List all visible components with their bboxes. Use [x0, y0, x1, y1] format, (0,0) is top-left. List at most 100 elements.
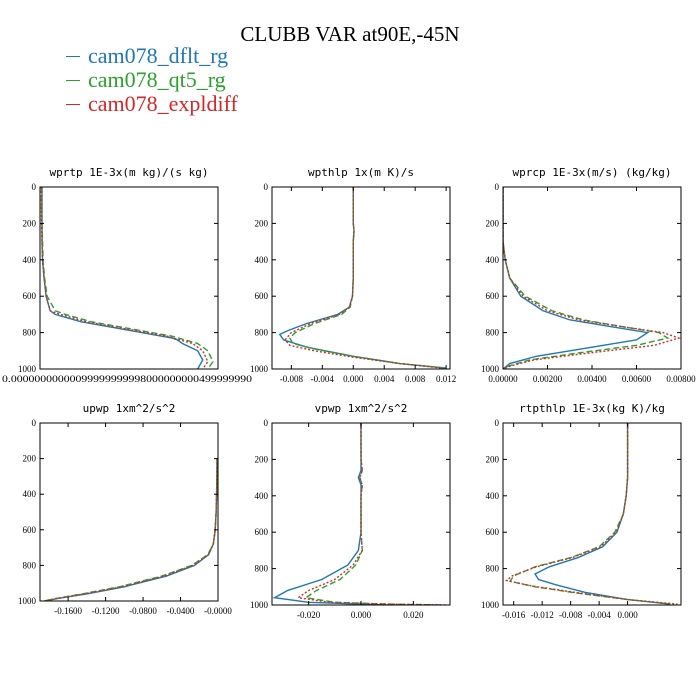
plot-frame-0: [39, 186, 219, 370]
y-tick-label-0-4: 800: [23, 328, 37, 338]
x-tick-label-2-0: 0.00000: [488, 374, 518, 384]
y-tick-label-0-3: 600: [23, 291, 37, 301]
x-tick-label-5-3: -0.004: [587, 610, 611, 620]
legend-swatch-qt5: [66, 79, 80, 81]
chart-panel-2: wprcp 1E-3x(m/s) (kg/kg) 0 200 400 600 800 100…: [481, 166, 696, 384]
x-tick-label-3-0: -0.1600: [54, 606, 82, 616]
x-tick-label-1-3: 0.004: [374, 374, 395, 384]
series-line-4-2: [296, 423, 448, 605]
x-tick-label-3-1: -0.1200: [92, 606, 120, 616]
x-tick-label-5-0: -0.016: [502, 610, 526, 620]
x-tick-label-1-5: 0.012: [436, 374, 456, 384]
y-tick-label-1-0: 0: [264, 182, 269, 192]
y-tick-label-4-0: 0: [264, 418, 269, 428]
y-tick-label-5-4: 800: [486, 564, 500, 574]
chart-panel-3: upwp 1xm^2/s^2 0 200 400 600 800 1000 -0.1600 -0…: [18, 402, 232, 616]
panel-title-2: wprcp 1E-3x(m/s) (kg/kg): [513, 166, 672, 179]
y-tick-label-0-5: 1000: [18, 364, 37, 374]
plot-frame-5: [502, 422, 682, 606]
x-tick-label-4-2: 0.020: [403, 610, 424, 620]
y-tick-label-2-0: 0: [495, 182, 500, 192]
x-tick-label-4-1: 0.000: [351, 610, 372, 620]
x-tick-label-5-2: -0.008: [559, 610, 583, 620]
series-line-2-0: [503, 187, 650, 369]
legend-item-qt5: cam078_qt5_rg: [66, 67, 238, 92]
y-tick-label-2-5: 1000: [481, 364, 500, 374]
y-tick-label-1-4: 800: [255, 328, 269, 338]
x-tick-label-2-4: 0.00800: [666, 374, 696, 384]
legend-item-dflt: cam078_dflt_rg: [66, 43, 238, 68]
series-line-0-0: [41, 187, 204, 369]
legend-swatch-dflt: [66, 55, 80, 57]
series-line-2-2: [503, 187, 681, 369]
chart-panel-4: vpwp 1xm^2/s^2 0 200 400 600 800 1000 -0.020 0.0…: [250, 402, 451, 620]
x-tick-label-2-2: 0.00400: [577, 374, 607, 384]
legend-label-dflt: cam078_dflt_rg: [88, 43, 229, 68]
series-line-1-1: [288, 187, 447, 369]
plot-frame-1: [271, 186, 451, 370]
y-tick-label-1-3: 600: [255, 291, 269, 301]
y-tick-label-0-2: 400: [23, 255, 37, 265]
y-tick-label-0-1: 200: [23, 218, 37, 228]
y-tick-label-2-4: 800: [486, 328, 500, 338]
y-tick-label-3-1: 200: [23, 454, 37, 464]
y-tick-label-1-5: 1000: [250, 364, 269, 374]
chart-panel-1: wpthlp 1x(m K)/s 0 200 400 600 800 1000 -0.008-…: [250, 166, 456, 384]
series-line-2-1: [503, 187, 670, 369]
figure-title: CLUBB VAR at90E,-45N: [240, 22, 460, 46]
chart-panel-0: wprtp 1E-3x(m kg)/(s kg) 0 200 400 600 800 100…: [2, 166, 253, 384]
x-tick-label-1-2: 0.000: [343, 374, 364, 384]
series-line-0-2: [40, 187, 209, 369]
chart-panel-5: rtpthlp 1E-3x(kg K)/kg02004006008001000-…: [481, 402, 682, 620]
legend-item-expldiff: cam078_expldiff: [66, 91, 238, 116]
y-tick-label-4-3: 600: [255, 527, 269, 537]
legend-label-expldiff: cam078_expldiff: [88, 91, 238, 116]
x-tick-label-3-3: -0.0400: [167, 606, 195, 616]
x-tick-label-2-1: 0.00200: [533, 374, 563, 384]
series-line-4-1: [304, 423, 440, 605]
y-tick-label-3-2: 400: [23, 489, 37, 499]
y-tick-label-4-1: 200: [255, 454, 269, 464]
y-tick-label-5-0: 0: [495, 418, 500, 428]
legend-swatch-expldiff: [66, 103, 80, 105]
series-line-1-0: [278, 187, 447, 369]
panel-title-0: wprtp 1E-3x(m kg)/(s kg): [50, 166, 209, 179]
y-tick-label-2-1: 200: [486, 218, 500, 228]
x-tick-label-2-3: 0.00600: [622, 374, 652, 384]
legend: cam078_dflt_rg cam078_qt5_rg cam078_expl…: [66, 43, 238, 116]
y-tick-label-5-3: 600: [486, 527, 500, 537]
y-tick-label-5-5: 1000: [481, 600, 500, 610]
series-line-5-1: [508, 423, 671, 605]
x-tick-label-1-0: -0.008: [280, 374, 304, 384]
y-tick-label-1-2: 400: [255, 255, 269, 265]
y-tick-label-2-3: 600: [486, 291, 500, 301]
x-tick-label-overlap-0: 0.00000000000099999999998000000000499999…: [2, 374, 253, 384]
x-tick-label-3-2: -0.0800: [129, 606, 157, 616]
x-tick-label-5-1: -0.012: [531, 610, 554, 620]
y-tick-label-4-5: 1000: [250, 600, 269, 610]
x-tick-label-3-4: -0.0000: [204, 606, 232, 616]
y-tick-label-0-0: 0: [32, 182, 37, 192]
y-tick-label-1-1: 200: [255, 218, 269, 228]
series-line-5-0: [534, 423, 671, 605]
series-line-5-2: [504, 423, 678, 605]
y-tick-label-3-0: 0: [32, 418, 37, 428]
plot-frame-3: [39, 422, 219, 602]
y-tick-label-3-5: 1000: [18, 596, 37, 606]
y-tick-label-2-2: 400: [486, 255, 500, 265]
x-tick-label-1-1: -0.004: [311, 374, 335, 384]
panel-title-4: vpwp 1xm^2/s^2: [315, 402, 408, 415]
y-tick-label-5-2: 400: [486, 491, 500, 501]
y-tick-label-4-4: 800: [255, 564, 269, 574]
y-tick-label-3-4: 800: [23, 560, 37, 570]
x-tick-label-5-4: 0.000: [617, 610, 638, 620]
panel-title-3: upwp 1xm^2/s^2: [83, 402, 176, 415]
series-line-4-0: [272, 423, 388, 605]
panel-title-1: wpthlp 1x(m K)/s: [308, 166, 414, 179]
y-tick-label-5-1: 200: [486, 454, 500, 464]
series-line-1-2: [284, 187, 443, 369]
y-tick-label-4-2: 400: [255, 491, 269, 501]
series-line-3-1: [43, 458, 218, 601]
panel-title-5: rtpthlp 1E-3x(kg K)/kg: [519, 402, 665, 415]
